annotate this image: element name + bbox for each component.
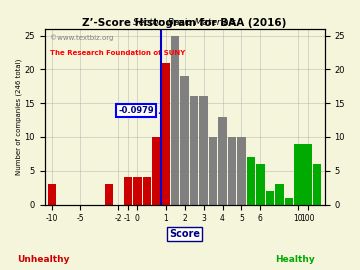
Bar — [209, 137, 217, 204]
Text: -0.0979: -0.0979 — [118, 106, 161, 115]
Text: ©www.textbiz.org: ©www.textbiz.org — [50, 34, 113, 41]
Bar — [199, 96, 208, 204]
Bar — [161, 63, 170, 204]
Bar — [275, 184, 284, 204]
Bar — [256, 164, 265, 204]
Text: Unhealthy: Unhealthy — [17, 255, 69, 264]
Bar — [266, 191, 274, 204]
Bar — [294, 144, 302, 204]
Bar — [123, 177, 132, 204]
Bar — [190, 96, 198, 204]
Bar — [247, 157, 255, 204]
Bar — [228, 137, 236, 204]
Bar — [48, 184, 56, 204]
Title: Z’-Score Histogram for BAA (2016): Z’-Score Histogram for BAA (2016) — [82, 18, 287, 28]
Text: The Research Foundation of SUNY: The Research Foundation of SUNY — [50, 50, 185, 56]
Bar — [180, 76, 189, 204]
Bar — [133, 177, 141, 204]
Text: Healthy: Healthy — [275, 255, 315, 264]
Bar — [284, 198, 293, 204]
Bar — [105, 184, 113, 204]
X-axis label: Score: Score — [169, 229, 200, 239]
Text: Sector: Basic Materials: Sector: Basic Materials — [133, 18, 236, 27]
Bar — [237, 137, 246, 204]
Bar — [303, 144, 312, 204]
Bar — [171, 36, 179, 204]
Y-axis label: Number of companies (246 total): Number of companies (246 total) — [15, 59, 22, 175]
Bar — [313, 164, 321, 204]
Bar — [143, 177, 151, 204]
Bar — [152, 137, 161, 204]
Bar — [218, 117, 227, 204]
